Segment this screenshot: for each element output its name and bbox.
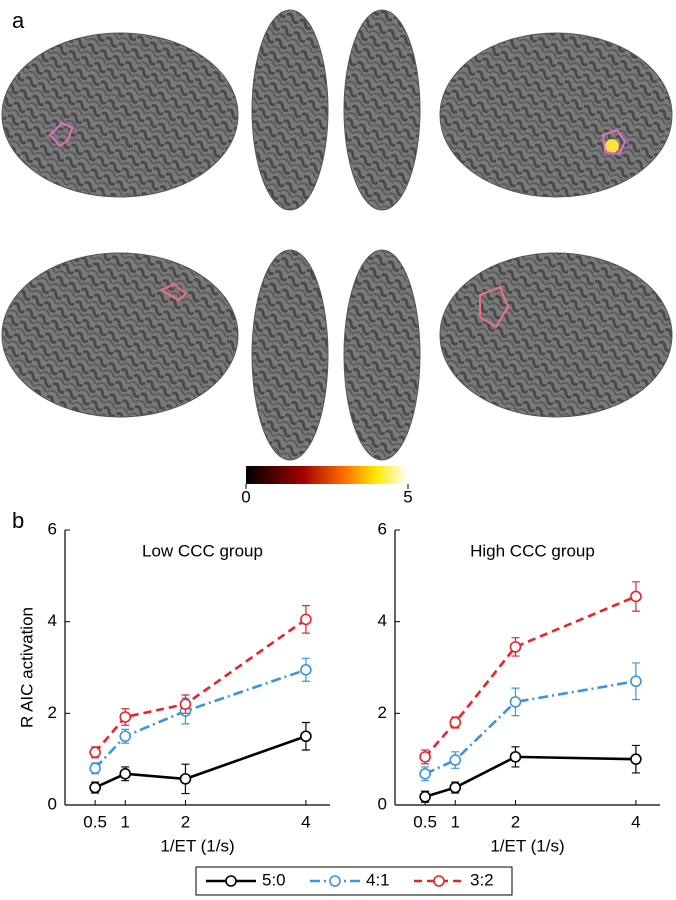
brain-bottom-left [251, 249, 329, 461]
colorbar-tick-label: 0 [241, 487, 250, 506]
roi-outline [159, 282, 188, 302]
marker [419, 768, 431, 780]
x-tick-label: 0.5 [413, 812, 437, 831]
y-tick-label: 6 [378, 519, 387, 538]
x-tick-label: 2 [181, 812, 190, 831]
marker [300, 730, 312, 743]
legend-label: 3:2 [470, 870, 494, 889]
x-axis-label: 1/ET (1/s) [160, 836, 234, 855]
y-tick-label: 0 [48, 794, 57, 813]
marker [509, 751, 522, 763]
y-axis-label: R AIC activation [17, 607, 36, 728]
series-line [424, 595, 637, 758]
marker [300, 663, 312, 676]
y-tick-label: 2 [378, 703, 387, 722]
marker [179, 698, 192, 710]
x-tick-label: 4 [631, 812, 640, 831]
brain-top-right [343, 9, 421, 211]
series-line [94, 668, 307, 770]
series-line [424, 755, 636, 798]
roi-outline [479, 285, 510, 329]
marker [419, 790, 431, 803]
brain-lateral-left [1, 32, 239, 198]
marker [630, 675, 642, 688]
marker [179, 773, 192, 785]
marker [449, 754, 462, 766]
colorbar [246, 466, 408, 484]
marker [449, 781, 462, 794]
legend-marker [329, 875, 341, 887]
brain-bottom-right [343, 249, 421, 461]
brain-medial-left [1, 252, 239, 418]
brain-medial-right [439, 252, 673, 418]
brain-top-left [251, 9, 329, 211]
marker [119, 711, 132, 723]
marker [449, 716, 462, 729]
marker [119, 768, 132, 780]
roi-outline [48, 121, 74, 148]
marker [300, 613, 312, 626]
x-tick-label: 4 [301, 812, 310, 831]
colorbar-tick-label: 5 [403, 487, 412, 506]
marker [119, 730, 132, 743]
activation-blob [605, 139, 619, 153]
x-tick-label: 2 [511, 812, 520, 831]
y-tick-label: 4 [48, 611, 57, 630]
series-line [424, 679, 637, 776]
x-tick-label: 1 [450, 812, 459, 831]
chart-title: High CCC group [470, 541, 595, 560]
chart-title: Low CCC group [142, 541, 263, 560]
y-tick-label: 2 [48, 703, 57, 722]
marker [419, 751, 431, 763]
panel-label: b [12, 508, 24, 533]
brain-lateral-right [439, 32, 673, 198]
marker [630, 753, 642, 765]
marker [89, 746, 101, 759]
panel-label: a [12, 8, 25, 33]
legend-label: 4:1 [366, 870, 390, 889]
y-tick-label: 6 [48, 519, 57, 538]
marker [89, 762, 101, 775]
y-tick-label: 0 [378, 794, 387, 813]
marker [630, 590, 642, 603]
legend-marker [433, 875, 445, 887]
series-line [94, 735, 307, 789]
x-tick-label: 0.5 [83, 812, 107, 831]
marker [89, 781, 101, 794]
roi-outline [601, 128, 627, 156]
marker [509, 696, 522, 708]
y-tick-label: 4 [378, 611, 387, 630]
legend-label: 5:0 [262, 870, 286, 889]
brain-images [1, 9, 673, 461]
marker [509, 641, 522, 653]
legend-marker [225, 875, 237, 887]
x-tick-label: 1 [120, 812, 129, 831]
x-axis-label: 1/ET (1/s) [490, 836, 564, 855]
